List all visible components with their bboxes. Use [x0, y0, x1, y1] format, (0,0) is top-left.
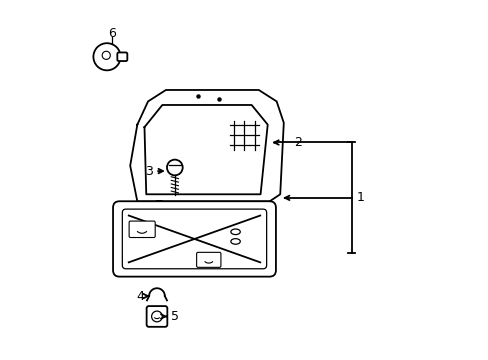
- Text: 6: 6: [108, 27, 116, 40]
- FancyBboxPatch shape: [196, 252, 221, 267]
- FancyBboxPatch shape: [129, 221, 155, 238]
- FancyBboxPatch shape: [117, 53, 127, 61]
- FancyBboxPatch shape: [122, 209, 266, 269]
- Text: 5: 5: [171, 310, 179, 323]
- Text: 4: 4: [136, 289, 143, 303]
- Text: 3: 3: [145, 165, 153, 177]
- Ellipse shape: [230, 229, 240, 235]
- FancyBboxPatch shape: [146, 306, 167, 327]
- Text: 2: 2: [293, 136, 301, 149]
- FancyBboxPatch shape: [113, 201, 275, 276]
- Ellipse shape: [230, 239, 240, 244]
- Text: 1: 1: [356, 192, 364, 204]
